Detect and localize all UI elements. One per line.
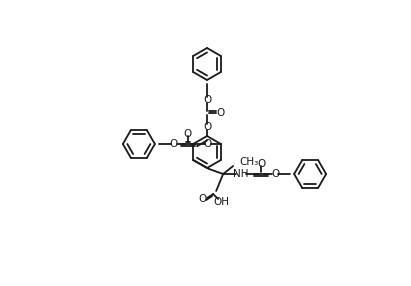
Text: O: O xyxy=(170,139,178,149)
Text: NH: NH xyxy=(233,169,249,179)
Text: O: O xyxy=(257,159,265,169)
Text: O: O xyxy=(271,169,279,179)
Text: O: O xyxy=(198,194,206,204)
Text: O: O xyxy=(203,95,211,105)
Text: CH₃: CH₃ xyxy=(239,157,259,167)
Text: O: O xyxy=(184,129,192,139)
Text: OH: OH xyxy=(213,197,229,207)
Text: O: O xyxy=(216,108,224,118)
Text: O: O xyxy=(204,139,212,149)
Text: O: O xyxy=(203,122,211,132)
